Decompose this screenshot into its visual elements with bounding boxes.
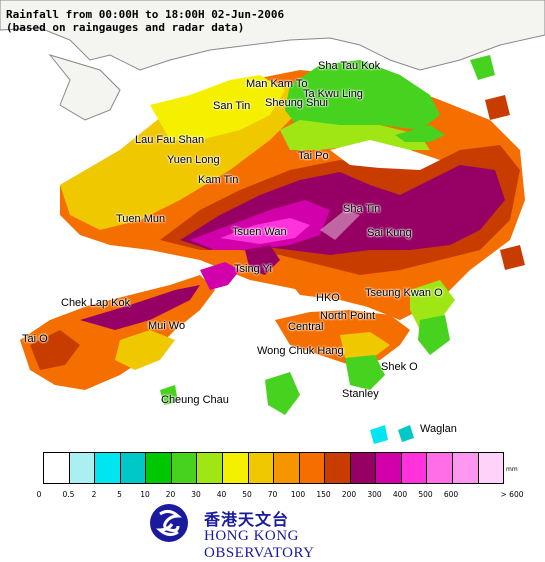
east-island-1 (500, 245, 525, 270)
legend-tick-label: 400 (392, 490, 408, 499)
hko-logo: 香港天文台 HONG KONG OBSERVATORY (148, 502, 408, 561)
rain-zone-20-30 (285, 60, 440, 130)
place-tuen-mun: Tuen Mun (116, 213, 166, 225)
org-name-chinese: 香港天文台 (204, 510, 290, 529)
legend-tick-label: > 600 (500, 490, 524, 499)
tsing-yi-east (245, 245, 280, 275)
place-tseung-kwan-o: Tseung Kwan O (365, 287, 443, 299)
rain-zone-300-400 (220, 218, 310, 244)
tseung-kwan-o (410, 280, 455, 330)
lantau-red (30, 330, 80, 370)
legend-tick-label: 70 (267, 490, 278, 499)
place-kam-tin: Kam Tin (198, 174, 239, 186)
legend-tick-label: 150 (316, 490, 331, 499)
place-shek-o: Shek O (381, 361, 418, 373)
legend-swatch-14 (401, 453, 428, 483)
legend-tick-label: 50 (242, 490, 252, 499)
legend-tick-label: 300 (367, 490, 382, 499)
lamma-island (265, 372, 300, 415)
legend-swatch-16 (453, 453, 479, 483)
place-lau-fau-shan: Lau Fau Shan (135, 134, 205, 146)
rain-zone-40-50 (150, 75, 285, 140)
place-hko: HKO (316, 292, 340, 304)
legend-swatch-0 (44, 453, 70, 483)
legend-swatch-11 (325, 453, 351, 483)
legend-tick-label: 100 (290, 490, 306, 499)
legend-tick-label: 2 (91, 490, 97, 499)
legend-swatch-10 (299, 453, 326, 483)
place-tsuen-wan: Tsuen Wan (232, 226, 287, 238)
legend-tick-label: 500 (418, 490, 433, 499)
lantau-purple (80, 285, 200, 330)
legend-ticks: 0 0.5 2 5 10 20 30 40 50 70 100 150 200 300 400 500 600 >… (0, 490, 545, 502)
legend-tick-label: 600 (443, 490, 459, 499)
title-line-1: Rainfall from 00:00H to 18:00H 02-Jun-20… (6, 8, 285, 21)
place-chek-lap-kok: Chek Lap Kok (61, 297, 131, 309)
east-island-2 (485, 95, 510, 120)
legend-swatch-4 (146, 453, 172, 483)
ninepin-islands (470, 55, 495, 80)
org-name-english: HONG KONG OBSERVATORY (204, 528, 315, 561)
place-north-point: North Point (320, 310, 376, 322)
clear-water-bay (418, 315, 450, 355)
cheung-chau-island (160, 385, 178, 405)
legend-swatch-9 (274, 453, 300, 483)
legend-swatch-15 (427, 453, 453, 483)
legend-swatch-17 (478, 453, 504, 483)
legend-swatch-8 (248, 453, 275, 483)
rainfall-map (0, 0, 545, 444)
legend-tick-label: 10 (140, 490, 150, 499)
po-toi (370, 425, 388, 444)
lantau-yellow (115, 330, 175, 370)
tolo-harbour (330, 140, 440, 170)
place-man-kam-to: Man Kam To (246, 78, 308, 90)
place-tai-o: Tai O (22, 333, 48, 345)
shing-mun-reservoir (320, 210, 360, 240)
waglan-island (398, 425, 414, 442)
place-sha-tin: Sha Tin (343, 203, 381, 215)
hk-island-green (345, 355, 385, 390)
place-ta-kwu-ling: Ta Kwu Ling (303, 88, 363, 100)
hko-emblem-icon (150, 504, 188, 542)
legend-tick-label: 40 (216, 490, 227, 499)
legend-tick-label: 30 (191, 490, 201, 499)
legend-tick-label: 0.5 (62, 490, 75, 499)
map-title: Rainfall from 00:00H to 18:00H 02-Jun-20… (6, 8, 284, 34)
tsing-yi (200, 262, 240, 290)
place-mui-wo: Mui Wo (148, 320, 186, 332)
plover-cove-islets (395, 125, 445, 142)
place-wong-chuk-hang: Wong Chuk Hang (257, 345, 344, 357)
place-san-tin: San Tin (213, 100, 251, 112)
mainland-coast (48, 54, 121, 121)
place-central: Central (288, 321, 324, 333)
legend-swatch-1 (69, 453, 96, 483)
rain-zone-30-40 (280, 120, 430, 150)
place-tai-po: Tai Po (298, 150, 329, 162)
legend-swatch-5 (171, 453, 198, 483)
rainfall-legend (43, 452, 504, 484)
legend-tick-label: 200 (341, 490, 357, 499)
place-sha-tau-kok: Sha Tau Kok (318, 60, 381, 72)
legend-swatch-12 (350, 453, 377, 483)
place-tsing-yi: Tsing Yi (234, 263, 272, 275)
place-sai-kung: Sai Kung (367, 227, 412, 239)
place-cheung-chau: Cheung Chau (161, 394, 229, 406)
hk-island-yellow (340, 332, 390, 360)
legend-unit: mm (506, 466, 518, 473)
legend-swatch-6 (197, 453, 223, 483)
kowloon (280, 270, 440, 310)
place-waglan: Waglan (420, 423, 457, 435)
title-line-2: (based on raingauges and radar data) (6, 21, 245, 34)
legend-tick-label: 5 (117, 490, 122, 499)
mainland-outline (0, 0, 545, 71)
legend-swatch-7 (222, 453, 249, 483)
legend-tick-label: 0 (36, 490, 42, 499)
place-stanley: Stanley (342, 388, 379, 400)
legend-swatch-3 (120, 453, 147, 483)
legend-swatch-13 (376, 453, 402, 483)
place-yuen-long: Yuen Long (167, 154, 220, 166)
legend-swatch-2 (95, 453, 121, 483)
legend-tick-label: 20 (165, 490, 176, 499)
place-sheung-shui: Sheung Shui (265, 97, 328, 109)
